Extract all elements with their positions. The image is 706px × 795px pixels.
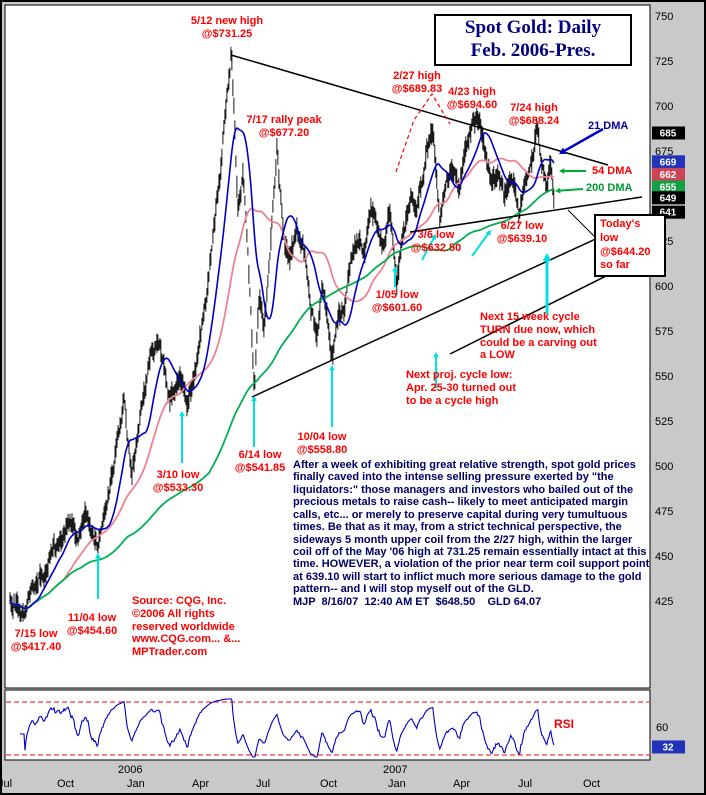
arrow-3-6-low [421,236,436,261]
price-tick-label: 700 [655,101,673,113]
arrow-proj-low-head [433,352,439,358]
month-label: Oct [583,778,600,790]
arrow-21-dma-head [559,147,567,154]
price-chip-662 [652,167,685,181]
price-chip-label: 685 [660,129,677,140]
main-plot-area [4,4,651,689]
price-chip-655 [652,180,685,194]
todays-low-pointer [567,209,597,239]
arrow-3-6-low-head [431,234,436,240]
chart-title-line1: Spot Gold: Daily [464,17,602,39]
arrow-200-dma [557,188,584,192]
month-label: Jan [388,778,406,790]
price-tick-label: 750 [655,11,673,23]
year-label-2007: 2007 [383,764,407,776]
rsi-plot-area [4,689,651,761]
price-chip-685 [652,126,685,140]
month-label: Jul [2,778,12,790]
arrow-6-27-low-head [485,230,491,236]
price-chip-label: 649 [660,193,677,204]
rsi-line [20,698,555,758]
rsi-chip-label: 32 [662,742,674,753]
price-tick-label: 600 [655,281,673,293]
price-tick-label: 675 [655,146,673,158]
price-tick-label: 475 [655,506,673,518]
arrow-cycle-turn-head [542,253,552,261]
dma-200-line [9,188,555,610]
arrow-6-27-low [471,231,491,257]
arrow-21-dma [561,127,604,154]
price-tick-label: 625 [655,236,673,248]
month-label: Jan [127,778,145,790]
year-label-2006: 2006 [118,764,142,776]
month-label: Apr [453,778,470,790]
month-label: Apr [192,778,209,790]
price-tick-label: 725 [655,56,673,68]
near-term-support-line [409,196,643,233]
price-tick-label: 450 [655,551,673,563]
price-chip-label: 669 [660,157,677,168]
month-label: Jul [256,778,270,790]
price-tick-label: 525 [655,416,673,428]
chart-title-line2: Feb. 2006-Pres. [470,40,596,61]
chart-title-box: Spot Gold: Daily Feb. 2006-Pres. [434,14,632,66]
dma-21-line [9,127,555,610]
price-tick-label: 500 [655,461,673,473]
arrow-10-04-low-head [329,365,335,371]
price-tick-label: 425 [655,596,673,608]
month-label: Oct [57,778,74,790]
arrow-54-dma-head [559,168,565,174]
price-bars [9,46,555,622]
long-support-line [251,213,651,398]
month-label: Oct [320,778,337,790]
price-chip-label: 641 [660,208,677,219]
rsi-chip [652,740,685,754]
price-chip-669 [652,155,685,169]
arrow-11-04-low-head [95,553,101,559]
month-label: Jul [518,778,532,790]
price-chip-649 [652,191,685,205]
price-tick-label: 575 [655,326,673,338]
arrow-3-10-low-head [179,411,185,417]
arrow-1-05-low-head [392,266,398,272]
red-dashed-projection [395,92,451,173]
price-tick-label: 550 [655,371,673,383]
arrow-200-dma-head [555,187,561,194]
rsi-tick-label: 60 [656,722,668,734]
price-chip-label: 655 [660,183,677,194]
price-chip-label: 662 [660,170,677,181]
upper-coil-line [230,54,609,166]
arrow-6-14-low-head [251,396,257,402]
